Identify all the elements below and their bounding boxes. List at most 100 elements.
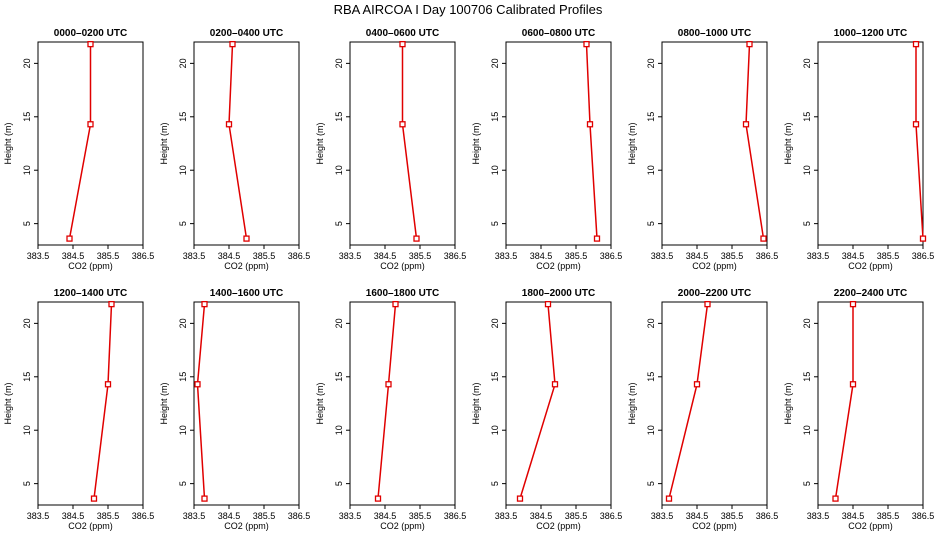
y-axis-label: Height (m) [471,382,481,424]
y-tick-label: 15 [646,372,656,382]
y-tick-label: 5 [646,221,656,226]
y-tick-label: 15 [802,372,812,382]
y-tick-label: 15 [22,372,32,382]
data-point [87,121,94,128]
y-tick-label: 10 [802,165,812,175]
data-point [413,235,420,242]
data-point [385,381,392,388]
y-tick-label: 10 [490,165,500,175]
y-tick-label: 15 [334,112,344,122]
y-tick-label: 10 [646,425,656,435]
data-point [201,300,208,308]
x-tick-label: 385.5 [409,511,432,521]
data-point [912,121,920,128]
data-point [243,235,250,242]
panel-title: 0800–1000 UTC [678,28,751,39]
profile-panel: 2000–2200 UTC 383.5 384.5 385.5 386.5 5 10 15 20… [627,288,778,531]
data-point [374,495,382,502]
data-point [399,40,406,48]
profile-line [93,304,113,499]
panel-title: 1400–1600 UTC [210,288,283,299]
data-point [104,381,112,388]
data-point [583,40,590,48]
data-point [746,40,753,48]
y-tick-label: 10 [334,425,344,435]
x-tick-label: 383.5 [183,251,206,261]
y-tick-label: 20 [334,58,344,68]
y-tick-label: 10 [490,425,500,435]
x-tick-label: 383.5 [495,251,518,261]
x-tick-label: 383.5 [183,511,206,521]
x-tick-label: 384.5 [686,511,709,521]
data-point [742,121,750,128]
y-tick-label: 20 [802,318,812,328]
x-tick-label: 386.5 [132,511,155,521]
data-point [704,300,711,308]
panel-title: 0600–0800 UTC [522,28,595,39]
y-tick-label: 20 [646,58,656,68]
x-axis-label: CO2 (ppm) [224,261,269,271]
profile-panel: 1600–1800 UTC 383.5 384.5 385.5 386.5 5 10 15 20… [315,288,466,531]
plot-frame [661,41,768,246]
profile-panel: 1800–2000 UTC 383.5 384.5 385.5 386.5 5 10 15 20… [471,288,622,531]
panel-title: 2200–2400 UTC [834,288,907,299]
data-point [593,235,601,242]
plot-frame [505,301,612,506]
plot-frame [817,301,924,506]
y-axis-label: Height (m) [783,122,793,164]
y-tick-label: 10 [334,165,344,175]
x-tick-label: 383.5 [807,511,830,521]
x-tick-label: 386.5 [756,511,779,521]
x-tick-label: 385.5 [721,251,744,261]
data-point [586,121,594,128]
profile-panel: 0400–0600 UTC 383.5 384.5 385.5 386.5 5 10 15 20… [315,28,466,271]
y-tick-label: 5 [490,481,500,486]
y-tick-label: 10 [22,165,32,175]
profile-line [745,44,765,239]
panel-title: 1600–1800 UTC [366,288,439,299]
plot-frame [349,301,456,506]
x-tick-label: 385.5 [565,511,588,521]
x-tick-label: 385.5 [565,251,588,261]
data-point [849,381,857,388]
x-axis-label: CO2 (ppm) [68,521,113,531]
x-tick-label: 384.5 [218,511,241,521]
y-tick-label: 20 [178,318,188,328]
figure-title: RBA AIRCOA I Day 100706 Calibrated Profi… [334,2,603,17]
y-axis-label: Height (m) [3,122,13,164]
x-tick-label: 386.5 [600,511,623,521]
x-axis-label: CO2 (ppm) [536,261,581,271]
y-tick-label: 20 [22,318,32,328]
x-axis-label: CO2 (ppm) [68,261,113,271]
x-axis-label: CO2 (ppm) [692,521,737,531]
profile-panel: 1200–1400 UTC 383.5 384.5 385.5 386.5 5 10 15 20… [3,288,154,531]
x-tick-label: 384.5 [374,511,397,521]
profile-panel: 1000–1200 UTC 383.5 384.5 385.5 386.5 5 10 15 20… [783,28,934,271]
x-tick-label: 383.5 [27,511,50,521]
x-tick-label: 383.5 [339,251,362,261]
x-tick-label: 386.5 [756,251,779,261]
data-point [229,40,236,48]
profile-line [834,304,854,499]
y-tick-label: 5 [646,481,656,486]
x-tick-label: 385.5 [253,511,276,521]
y-tick-label: 5 [22,221,32,226]
x-tick-label: 385.5 [721,511,744,521]
y-tick-label: 20 [22,58,32,68]
data-point [194,381,201,388]
data-point [225,121,233,128]
profile-line [519,304,556,499]
profile-line [585,44,598,239]
panel-title: 2000–2200 UTC [678,288,751,299]
x-axis-label: CO2 (ppm) [380,261,425,271]
plot-frame [37,301,144,506]
data-point [87,40,94,48]
y-tick-label: 20 [334,318,344,328]
x-tick-label: 386.5 [132,251,155,261]
profile-line [228,44,248,239]
y-tick-label: 15 [334,372,344,382]
y-tick-label: 15 [802,112,812,122]
y-tick-label: 5 [178,221,188,226]
x-axis-label: CO2 (ppm) [224,521,269,531]
